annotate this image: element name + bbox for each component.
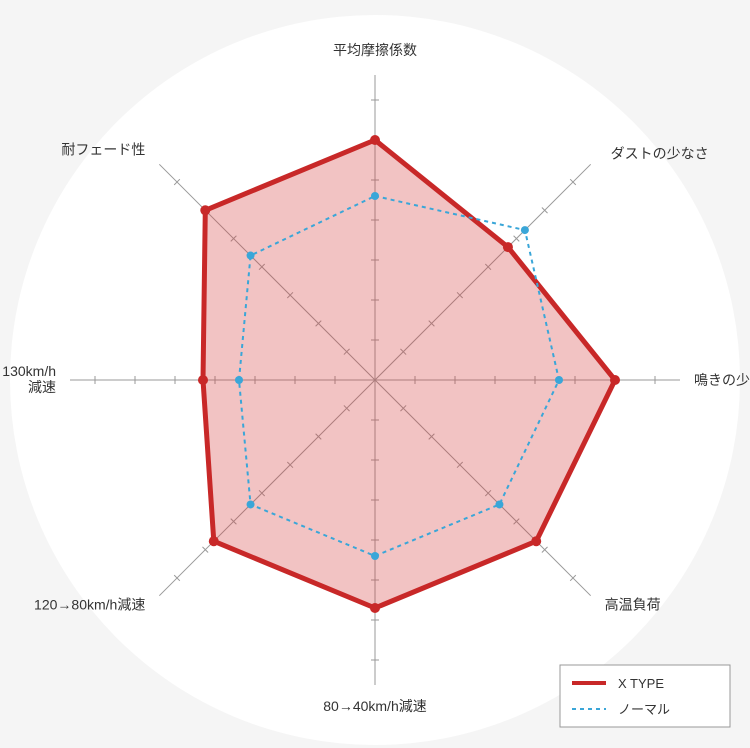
axis-label: 160→130km/h xyxy=(0,363,56,379)
axis-label: 平均摩擦係数 xyxy=(333,42,417,58)
axis-label: ダストの少なさ xyxy=(611,145,709,161)
series-marker-ノーマル xyxy=(371,552,379,560)
legend-label: X TYPE xyxy=(618,676,664,691)
axis-label: 高温負荷 xyxy=(605,597,661,613)
series-marker-X TYPE xyxy=(531,536,541,546)
axis-label: 80→40km/h減速 xyxy=(323,698,426,714)
series-marker-X TYPE xyxy=(200,205,210,215)
series-marker-ノーマル xyxy=(235,376,243,384)
series-marker-ノーマル xyxy=(555,376,563,384)
series-marker-X TYPE xyxy=(198,375,208,385)
series-marker-ノーマル xyxy=(371,192,379,200)
series-marker-X TYPE xyxy=(370,135,380,145)
series-marker-X TYPE xyxy=(610,375,620,385)
series-marker-X TYPE xyxy=(503,242,513,252)
series-marker-ノーマル xyxy=(521,226,529,234)
axis-label: 120→80km/h減速 xyxy=(34,597,145,613)
series-marker-X TYPE xyxy=(209,536,219,546)
radar-chart-container: 平均摩擦係数ダストの少なさ鳴きの少なさ高温負荷 80→40km/h減速 120→80… xyxy=(0,0,750,748)
axis-label: 鳴きの少なさ xyxy=(694,372,750,388)
series-marker-ノーマル xyxy=(247,252,255,260)
series-marker-ノーマル xyxy=(495,500,503,508)
axis-label: 減速 xyxy=(28,379,56,395)
axis-label: 耐フェード性 xyxy=(61,141,145,157)
legend-box xyxy=(560,665,730,727)
series-marker-ノーマル xyxy=(247,500,255,508)
legend-label: ノーマル xyxy=(618,702,670,717)
radar-chart: 平均摩擦係数ダストの少なさ鳴きの少なさ高温負荷 80→40km/h減速 120→80… xyxy=(0,0,750,748)
series-marker-X TYPE xyxy=(370,603,380,613)
